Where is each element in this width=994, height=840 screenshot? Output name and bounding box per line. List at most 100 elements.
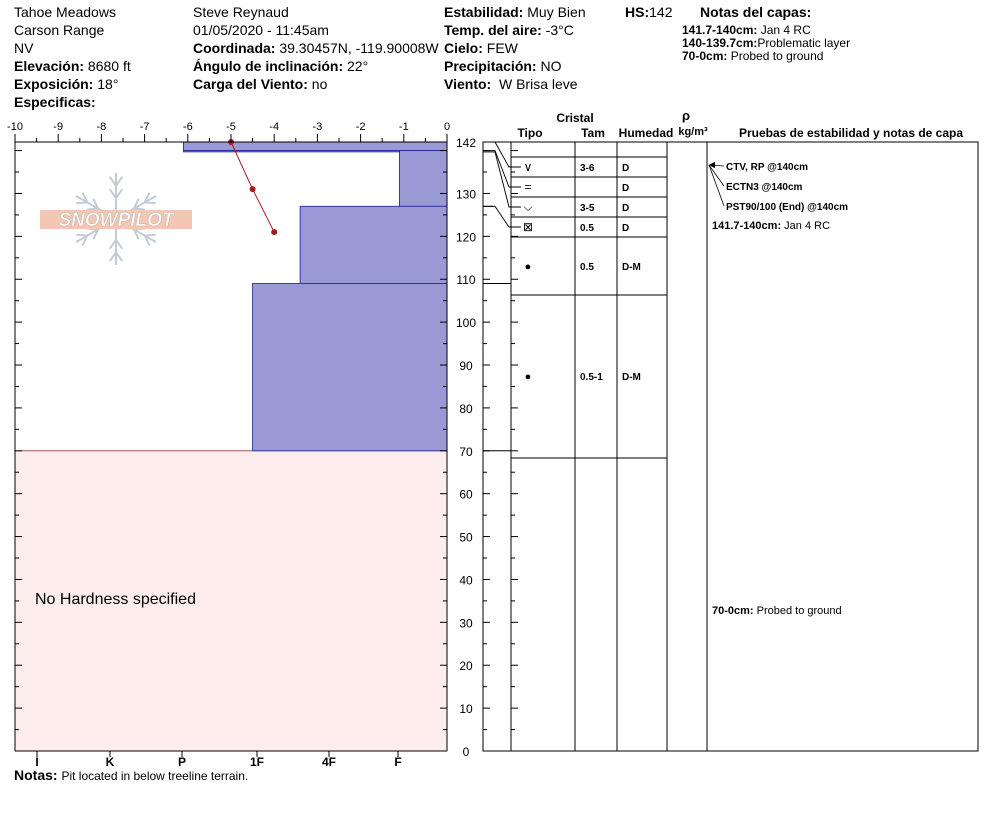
hardness-tick-label: I bbox=[35, 755, 38, 769]
crystal-size: 0.5 bbox=[580, 223, 594, 234]
state-name: NV bbox=[14, 40, 34, 56]
layer-note: 141.7-140cm: Jan 4 RC bbox=[682, 23, 811, 37]
snowflake-branch bbox=[108, 251, 117, 262]
slope-value: 22° bbox=[347, 58, 369, 74]
moisture: D-M bbox=[622, 262, 641, 273]
temp-tick-label: -4 bbox=[269, 121, 279, 133]
header-cristal: Cristal bbox=[556, 111, 593, 125]
layer-connector bbox=[483, 151, 521, 208]
table-rows: ∨ 3-6 D = D ⌵ 3-5 D ⊠ 0.5 D ● 0.5 D-M ● 0.5-1 D-M bbox=[483, 141, 667, 459]
stability-row: Estabilidad: Muy Bien bbox=[444, 4, 586, 20]
temp-tick-label: -10 bbox=[7, 121, 23, 133]
crystal-size: 3-5 bbox=[580, 203, 595, 214]
elevation-row: Elevación: 8680 ft bbox=[14, 58, 131, 74]
header-left: Tahoe Meadows Carson Range NV Elevación:… bbox=[14, 3, 131, 111]
depth-tick-label: 80 bbox=[459, 402, 473, 416]
depth-tick-label: 90 bbox=[459, 359, 473, 373]
notes-label: Notas: bbox=[14, 767, 58, 783]
temp-tick-label: -2 bbox=[356, 121, 366, 133]
layer-connector bbox=[483, 141, 521, 168]
header-density-unit: kg/m³ bbox=[678, 126, 708, 138]
observation-datetime: 01/05/2020 - 11:45am bbox=[193, 22, 329, 38]
aspect-value: 18° bbox=[97, 76, 119, 92]
snowflake-branch bbox=[144, 233, 156, 237]
crystal-size: 0.5-1 bbox=[580, 372, 603, 383]
location-name: Tahoe Meadows bbox=[14, 4, 116, 20]
no-hardness-area bbox=[14, 450, 448, 752]
stability-value: Muy Bien bbox=[527, 4, 586, 20]
temp-tick-label: -8 bbox=[97, 121, 107, 133]
slope-row: Ángulo de inclinación: 22° bbox=[193, 58, 369, 74]
header-right: Estabilidad: Muy Bien Temp. del aire: -3… bbox=[444, 3, 586, 93]
depth-tick-label: 142 bbox=[456, 136, 476, 150]
hs-row: HS:142 bbox=[625, 4, 673, 20]
depth-tick-label: 10 bbox=[459, 702, 473, 716]
layer-note: 140-139.7cm:Problematic layer bbox=[682, 36, 851, 50]
airtemp-row: Temp. del aire: -3°C bbox=[444, 22, 574, 38]
hardness-bar bbox=[399, 150, 448, 207]
depth-tick-label: 50 bbox=[459, 531, 473, 545]
hardness-layers bbox=[183, 141, 448, 452]
test-pointer bbox=[708, 164, 725, 187]
depth-tick-label: 30 bbox=[459, 616, 473, 630]
precip-row: Precipitación: NO bbox=[444, 58, 562, 74]
snowflake-branch bbox=[108, 176, 117, 187]
notes-text: Pit located in below treeline terrain. bbox=[61, 769, 249, 783]
snowflake-branch bbox=[144, 201, 156, 205]
arrow-icon bbox=[709, 162, 715, 168]
moisture: D bbox=[622, 203, 629, 214]
depth-tick-label: 40 bbox=[459, 573, 473, 587]
test-pointer bbox=[708, 164, 725, 207]
crystal-type-icon: ⊠ bbox=[523, 220, 533, 234]
snowflake-branch bbox=[143, 235, 151, 246]
hardness-bar bbox=[183, 141, 448, 152]
hardness-axis: I K P 1F 4F F bbox=[35, 751, 402, 769]
range-name: Carson Range bbox=[14, 22, 105, 38]
layer-notes-list: 141.7-140cm: Jan 4 RC 140-139.7cm:Proble… bbox=[682, 24, 850, 63]
sky-row: Cielo: FEW bbox=[444, 40, 518, 56]
snowpilot-logo: SNOWPILOT bbox=[40, 173, 192, 265]
moisture: D-M bbox=[622, 372, 641, 383]
snowflake-branch bbox=[115, 188, 124, 199]
header-rho: ρ bbox=[682, 108, 690, 123]
snowflake-branch bbox=[133, 207, 145, 211]
temperature-profile bbox=[228, 139, 278, 236]
stability-test: ECTN3 @140cm bbox=[726, 182, 803, 193]
depth-tick-label: 20 bbox=[459, 659, 473, 673]
logo-text: SNOWPILOT bbox=[58, 210, 174, 231]
snowflake-branch bbox=[115, 251, 124, 262]
moisture: D bbox=[622, 163, 629, 174]
layer-comment: 141.7-140cm: Jan 4 RC bbox=[712, 220, 830, 232]
header-tipo: Tipo bbox=[517, 126, 542, 140]
layer-connector bbox=[483, 205, 521, 228]
hardness-tick-label: F bbox=[394, 755, 401, 769]
sky-value: FEW bbox=[486, 40, 518, 56]
snowflake-branch bbox=[81, 192, 89, 203]
layer-comment: 70-0cm: Probed to ground bbox=[712, 605, 842, 617]
windload-value: no bbox=[311, 76, 328, 92]
crystal-type-icon: = bbox=[524, 180, 531, 194]
specifics-row: Especificas: bbox=[14, 94, 96, 110]
depth-tick-label: 100 bbox=[456, 316, 476, 330]
crystal-size: 3-6 bbox=[580, 163, 595, 174]
layer-comment-text: Jan 4 RC bbox=[781, 220, 830, 232]
snowflake-branch bbox=[76, 233, 88, 237]
snowflake-branch bbox=[108, 188, 117, 199]
hardness-bar bbox=[299, 205, 448, 284]
crystal-type-icon: ⌵ bbox=[523, 200, 532, 214]
footer-notes: Notas: Pit located in below treeline ter… bbox=[14, 766, 248, 784]
temperature-point bbox=[249, 186, 256, 193]
temp-tick-label: -6 bbox=[183, 121, 193, 133]
depth-tick-label: 130 bbox=[456, 187, 476, 201]
temp-tick-label: -3 bbox=[313, 121, 323, 133]
temp-tick-label: -5 bbox=[226, 121, 236, 133]
hs-value: 142 bbox=[649, 4, 673, 20]
stability-tests: CTV, RP @140cm ECTN3 @140cm PST90/100 (End… bbox=[708, 162, 848, 617]
temp-tick-label: -9 bbox=[53, 121, 63, 133]
snowflake-branch bbox=[92, 198, 99, 210]
depth-tick-label: 70 bbox=[459, 445, 473, 459]
aspect-row: Exposición: 18° bbox=[14, 76, 119, 92]
hardness-tick-label: 4F bbox=[322, 755, 336, 769]
layer-notes-title: Notas del capas: bbox=[700, 4, 812, 20]
temp-tick-label: 0 bbox=[444, 121, 450, 133]
